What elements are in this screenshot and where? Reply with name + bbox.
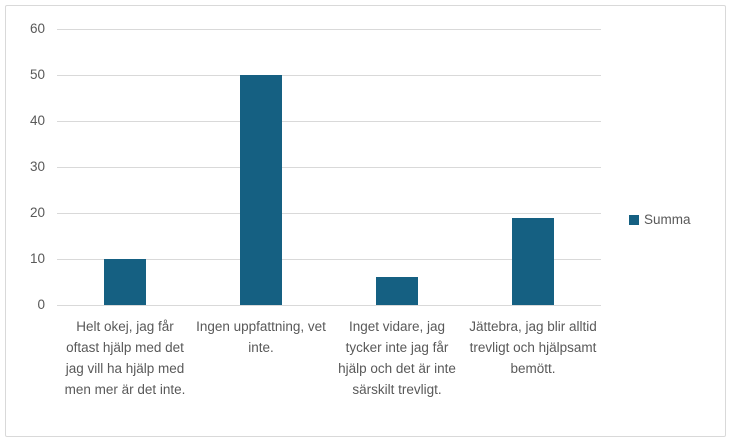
legend-swatch-icon (629, 214, 639, 225)
gridline-y-10 (57, 259, 601, 260)
gridline-y-30 (57, 167, 601, 168)
x-category-label-2: Inget vidare, jag tycker inte jag får hj… (338, 319, 456, 397)
bar-2 (376, 277, 418, 305)
y-tick-label-0: 0 (37, 297, 45, 312)
legend-label: Summa (644, 212, 691, 227)
y-tick-label-50: 50 (29, 67, 45, 82)
y-tick-label-30: 30 (29, 159, 45, 174)
y-tick-label-40: 40 (29, 113, 45, 128)
x-category-label-3: Jättebra, jag blir alltid trevligt och h… (469, 319, 597, 376)
x-category-label-1: Ingen uppfattning, vet inte. (196, 319, 326, 355)
gridline-y-20 (57, 213, 601, 214)
bar-3 (512, 218, 554, 305)
y-tick-label-20: 20 (29, 205, 45, 220)
gridline-y-40 (57, 121, 601, 122)
y-tick-label-10: 10 (29, 251, 45, 266)
legend: Summa (629, 212, 691, 227)
bar-0 (104, 259, 146, 305)
gridline-y-60 (57, 29, 601, 30)
gridline-y-50 (57, 75, 601, 76)
y-tick-label-60: 60 (29, 21, 45, 36)
bar-1 (240, 75, 282, 305)
chart-frame (5, 5, 726, 437)
gridline-y-0 (57, 305, 601, 306)
x-category-label-0: Helt okej, jag får oftast hjälp med det … (64, 319, 186, 397)
